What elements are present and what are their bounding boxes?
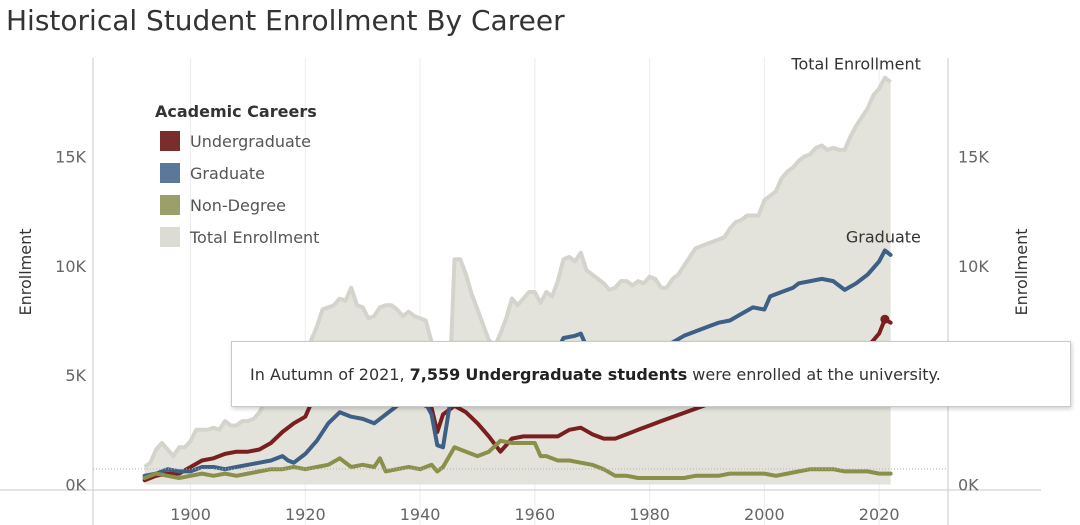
legend-label-graduate: Graduate [190,164,265,183]
y-axis-title-left: Enrollment [16,229,35,316]
x-tick-label-1980: 1980 [629,505,670,524]
undergraduate-highlight-point [880,314,890,324]
y-tick-label-right-10000: 10K [958,257,989,276]
legend-swatch-undergraduate [160,131,180,151]
x-tick-label-2020: 2020 [859,505,900,524]
legend-swatch-total-enrollment [160,227,180,247]
chart-title: Historical Student Enrollment By Career [6,4,565,37]
x-tick-label-1960: 1960 [514,505,555,524]
graduate-label: Graduate [846,227,921,246]
undergraduate-line [142,317,893,483]
legend: Academic Careers Undergraduate Graduate No… [155,102,319,247]
axes [0,58,1041,525]
legend-label-undergraduate: Undergraduate [190,132,311,151]
y-tick-label-right-15000: 15K [958,147,989,166]
x-tick-label-1940: 1940 [400,505,441,524]
tooltip-suffix: were enrolled at the university. [687,364,941,384]
legend-swatch-graduate [160,163,180,183]
y-tick-label-left-15000: 15K [55,147,86,166]
tooltip-count: 7,559 [409,364,461,384]
legend-label-non-degree: Non-Degree [190,196,286,215]
x-tick-label-1920: 1920 [285,505,326,524]
y-axis-title-right: Enrollment [1012,229,1031,316]
tooltip-career: Undergraduate students [465,364,688,384]
y-tick-label-left-5000: 5K [65,366,86,385]
x-tick-label-1900: 1900 [170,505,211,524]
y-tick-label-left-0: 0K [65,476,86,495]
tick-labels: 19001920194019601980200020200K0K5K5K10K1… [55,147,989,524]
non-degree-line [142,438,893,480]
x-tick-label-2000: 2000 [744,505,785,524]
y-tick-label-right-0: 0K [958,476,979,495]
line-end-labels: Total Enrollment Graduate [790,55,920,247]
legend-label-total-enrollment: Total Enrollment [189,228,319,247]
tooltip-prefix: In Autumn of 2021, [250,364,410,384]
legend-title: Academic Careers [155,102,317,121]
y-tick-label-left-10000: 10K [55,257,86,276]
total-enrollment-label: Total Enrollment [790,55,920,74]
legend-swatch-non-degree [160,195,180,215]
tooltip: In Autumn of 2021, 7,559 Undergraduate s… [231,341,1071,407]
